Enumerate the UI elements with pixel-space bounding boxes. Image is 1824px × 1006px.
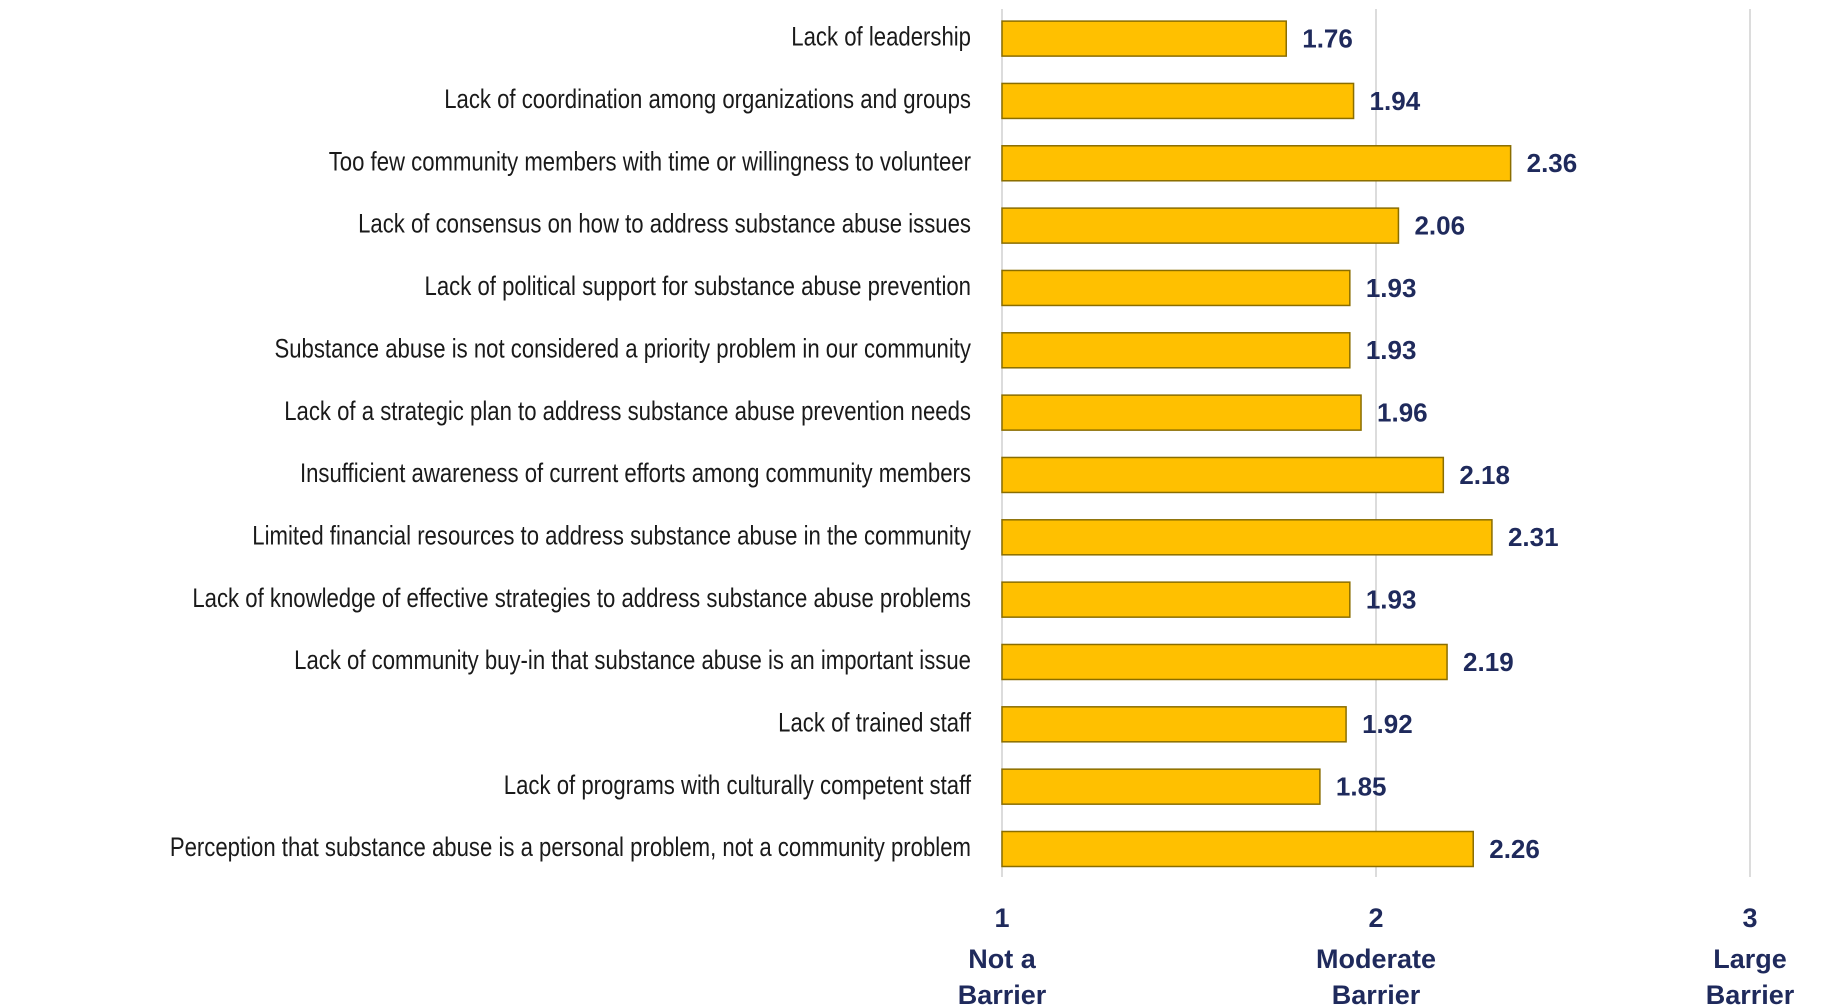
category-label: Lack of community buy-in that substance … xyxy=(294,645,971,675)
category-label: Lack of a strategic plan to address subs… xyxy=(284,396,971,426)
value-label: 1.92 xyxy=(1362,709,1413,739)
bar xyxy=(1001,394,1362,431)
bar xyxy=(1001,269,1351,307)
bar xyxy=(1001,207,1400,244)
value-label: 2.26 xyxy=(1489,834,1540,864)
value-label: 1.93 xyxy=(1366,273,1417,303)
category-label: Lack of political support for substance … xyxy=(425,271,971,301)
bar xyxy=(1001,332,1351,369)
bar xyxy=(1001,519,1493,556)
value-label: 2.19 xyxy=(1463,647,1514,677)
bar xyxy=(1001,706,1347,743)
x-tick-caption: Moderate xyxy=(1316,944,1436,974)
x-tick-caption: Large xyxy=(1713,944,1787,974)
category-label: Lack of programs with culturally compete… xyxy=(504,770,972,800)
value-label: 2.06 xyxy=(1414,210,1465,240)
value-label: 1.93 xyxy=(1366,335,1417,365)
category-label: Lack of leadership xyxy=(791,22,971,52)
category-label: Too few community members with time or w… xyxy=(329,146,971,176)
bar xyxy=(1001,643,1448,681)
category-label: Limited financial resources to address s… xyxy=(252,520,971,550)
x-tick-caption: Barrier xyxy=(1706,980,1795,1006)
category-label: Substance abuse is not considered a prio… xyxy=(274,333,971,363)
bar xyxy=(1001,581,1351,618)
x-tick-label: 2 xyxy=(1368,903,1383,933)
value-label: 1.96 xyxy=(1377,398,1428,428)
category-label: Perception that substance abuse is a per… xyxy=(170,832,971,862)
x-tick-label: 3 xyxy=(1742,903,1757,933)
value-label: 1.93 xyxy=(1366,585,1417,615)
value-label: 1.94 xyxy=(1370,86,1421,116)
bar xyxy=(1001,456,1445,494)
value-label: 2.36 xyxy=(1527,148,1578,178)
x-tick-caption: Barrier xyxy=(958,980,1047,1006)
category-label: Lack of coordination among organizations… xyxy=(444,84,971,114)
category-label: Lack of knowledge of effective strategie… xyxy=(192,583,971,613)
value-label: 1.76 xyxy=(1302,23,1353,53)
category-label: Insufficient awareness of current effort… xyxy=(300,458,971,488)
value-label: 2.18 xyxy=(1459,460,1510,490)
x-tick-caption: Barrier xyxy=(1332,980,1421,1006)
value-label: 1.85 xyxy=(1336,772,1387,802)
x-tick-caption: Not a xyxy=(968,944,1036,974)
x-tick-label: 1 xyxy=(994,903,1009,933)
bar xyxy=(1001,830,1474,868)
category-label: Lack of trained staff xyxy=(778,707,971,737)
bar xyxy=(1001,768,1321,805)
bar xyxy=(1001,82,1355,120)
bar xyxy=(1001,145,1512,182)
bar xyxy=(1001,20,1287,57)
value-label: 2.31 xyxy=(1508,522,1559,552)
category-label: Lack of consensus on how to address subs… xyxy=(358,209,971,239)
